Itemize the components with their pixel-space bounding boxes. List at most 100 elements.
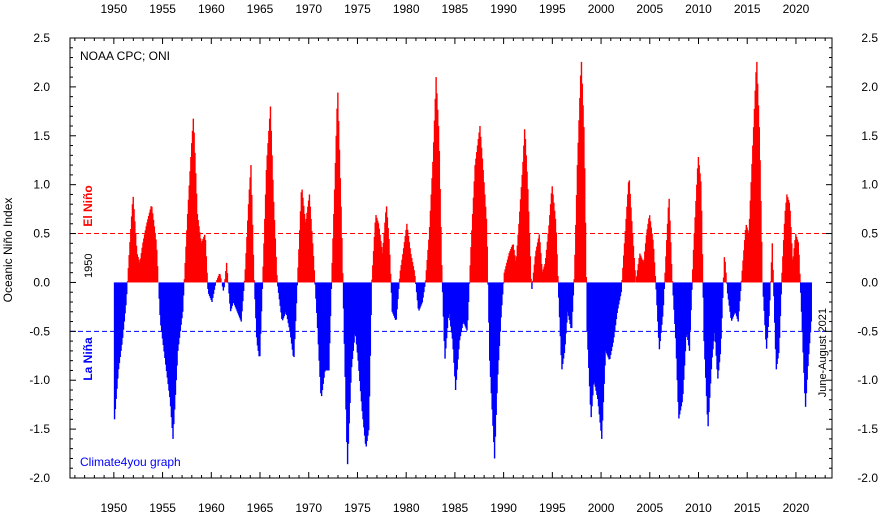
oni-bar [333,214,335,283]
oni-bar [694,217,696,283]
oni-bar [670,242,672,283]
oni-bar [436,93,438,283]
oni-bar [574,254,576,283]
oni-bar [271,155,273,283]
oni-bar [394,282,397,320]
oni-bar [148,212,151,283]
oni-bar [673,282,675,310]
oni-bar [750,182,752,283]
oni-bar [518,223,520,283]
oni-bar [728,282,730,306]
oni-bar [298,230,301,283]
oni-bar [154,232,156,283]
oni-bar [627,182,630,283]
oni-bar [798,254,800,283]
oni-bar [314,282,316,285]
oni-bar [782,256,784,283]
oni-bar [250,165,252,283]
oni-bar [573,279,575,283]
oni-bar [787,199,790,283]
oni-bar [667,207,670,283]
oni-bar [520,187,523,283]
oni-bar [367,282,369,436]
oni-bar [566,282,568,323]
oni-bar [752,145,754,283]
x-tick-label-bottom: 2010 [685,501,712,515]
y-tick-label-left: -2.0 [29,471,50,485]
oni-bar [756,83,759,283]
oni-bar [129,242,131,283]
oni-bar [683,282,685,380]
oni-bar [453,282,455,363]
oni-bar [680,282,683,407]
oni-bar [791,259,794,283]
oni-bar [494,282,497,437]
x-tick-label-bottom: 2005 [636,501,663,515]
oni-bar [646,229,648,283]
oni-bar [640,255,642,283]
oni-bar [764,282,766,326]
oni-bar [387,228,389,283]
oni-bar [624,231,627,283]
oni-bar [582,105,584,283]
oni-bar [291,282,294,350]
oni-bar [807,282,809,367]
oni-bar [763,282,765,311]
oni-bar [128,255,130,283]
x-tick-label-top: 1970 [295,2,322,16]
oni-bar [487,282,489,285]
oni-bar [718,282,721,363]
oni-bar [409,248,411,283]
oni-bar [698,165,700,283]
oni-bar [277,282,279,287]
x-tick-label-top: 1950 [100,2,127,16]
oni-bar [735,282,738,317]
oni-bar [704,282,706,360]
oni-bar [428,239,430,283]
oni-bar [562,282,565,359]
oni-bar [422,282,424,298]
oni-bar [629,193,631,283]
oni-bar [748,218,751,283]
oni-bar [259,282,261,357]
end-period-label: June-August 2021 [817,308,829,397]
oni-bar [376,217,378,283]
oni-bar [461,282,463,329]
oni-bar [264,194,267,283]
oni-bar [229,282,231,304]
oni-bar [402,254,404,283]
oni-bar [735,282,737,314]
oni-bar [355,282,357,337]
y-tick-label-left: 1.5 [33,129,50,143]
oni-bar [621,280,623,283]
oni-bar [122,282,125,330]
oni-bar [649,221,652,283]
oni-bar [547,233,549,283]
oni-bar [730,282,732,318]
oni-bar [726,282,729,294]
oni-bar [365,282,367,447]
oni-bar [717,282,719,379]
oni-bar [295,282,298,304]
oni-bar [784,210,786,283]
oni-bar [296,282,298,286]
oni-bar [247,220,249,283]
oni-bar [406,229,409,283]
oni-bar [127,268,130,283]
oni-bar [553,210,556,283]
oni-bar [437,109,439,283]
oni-bar [803,282,805,373]
oni-bar [388,238,390,283]
oni-bar [126,282,128,295]
x-tick-label-top: 1990 [490,2,517,16]
oni-bar [497,282,499,375]
x-tick-label-bottom: 1985 [442,501,469,515]
oni-bar [791,243,793,283]
oni-bar [425,270,428,283]
oni-bar [542,269,545,283]
oni-bar [195,173,197,283]
oni-bar [117,282,120,370]
oni-bar [242,282,245,291]
oni-bar [411,262,414,283]
oni-bar [118,282,121,364]
